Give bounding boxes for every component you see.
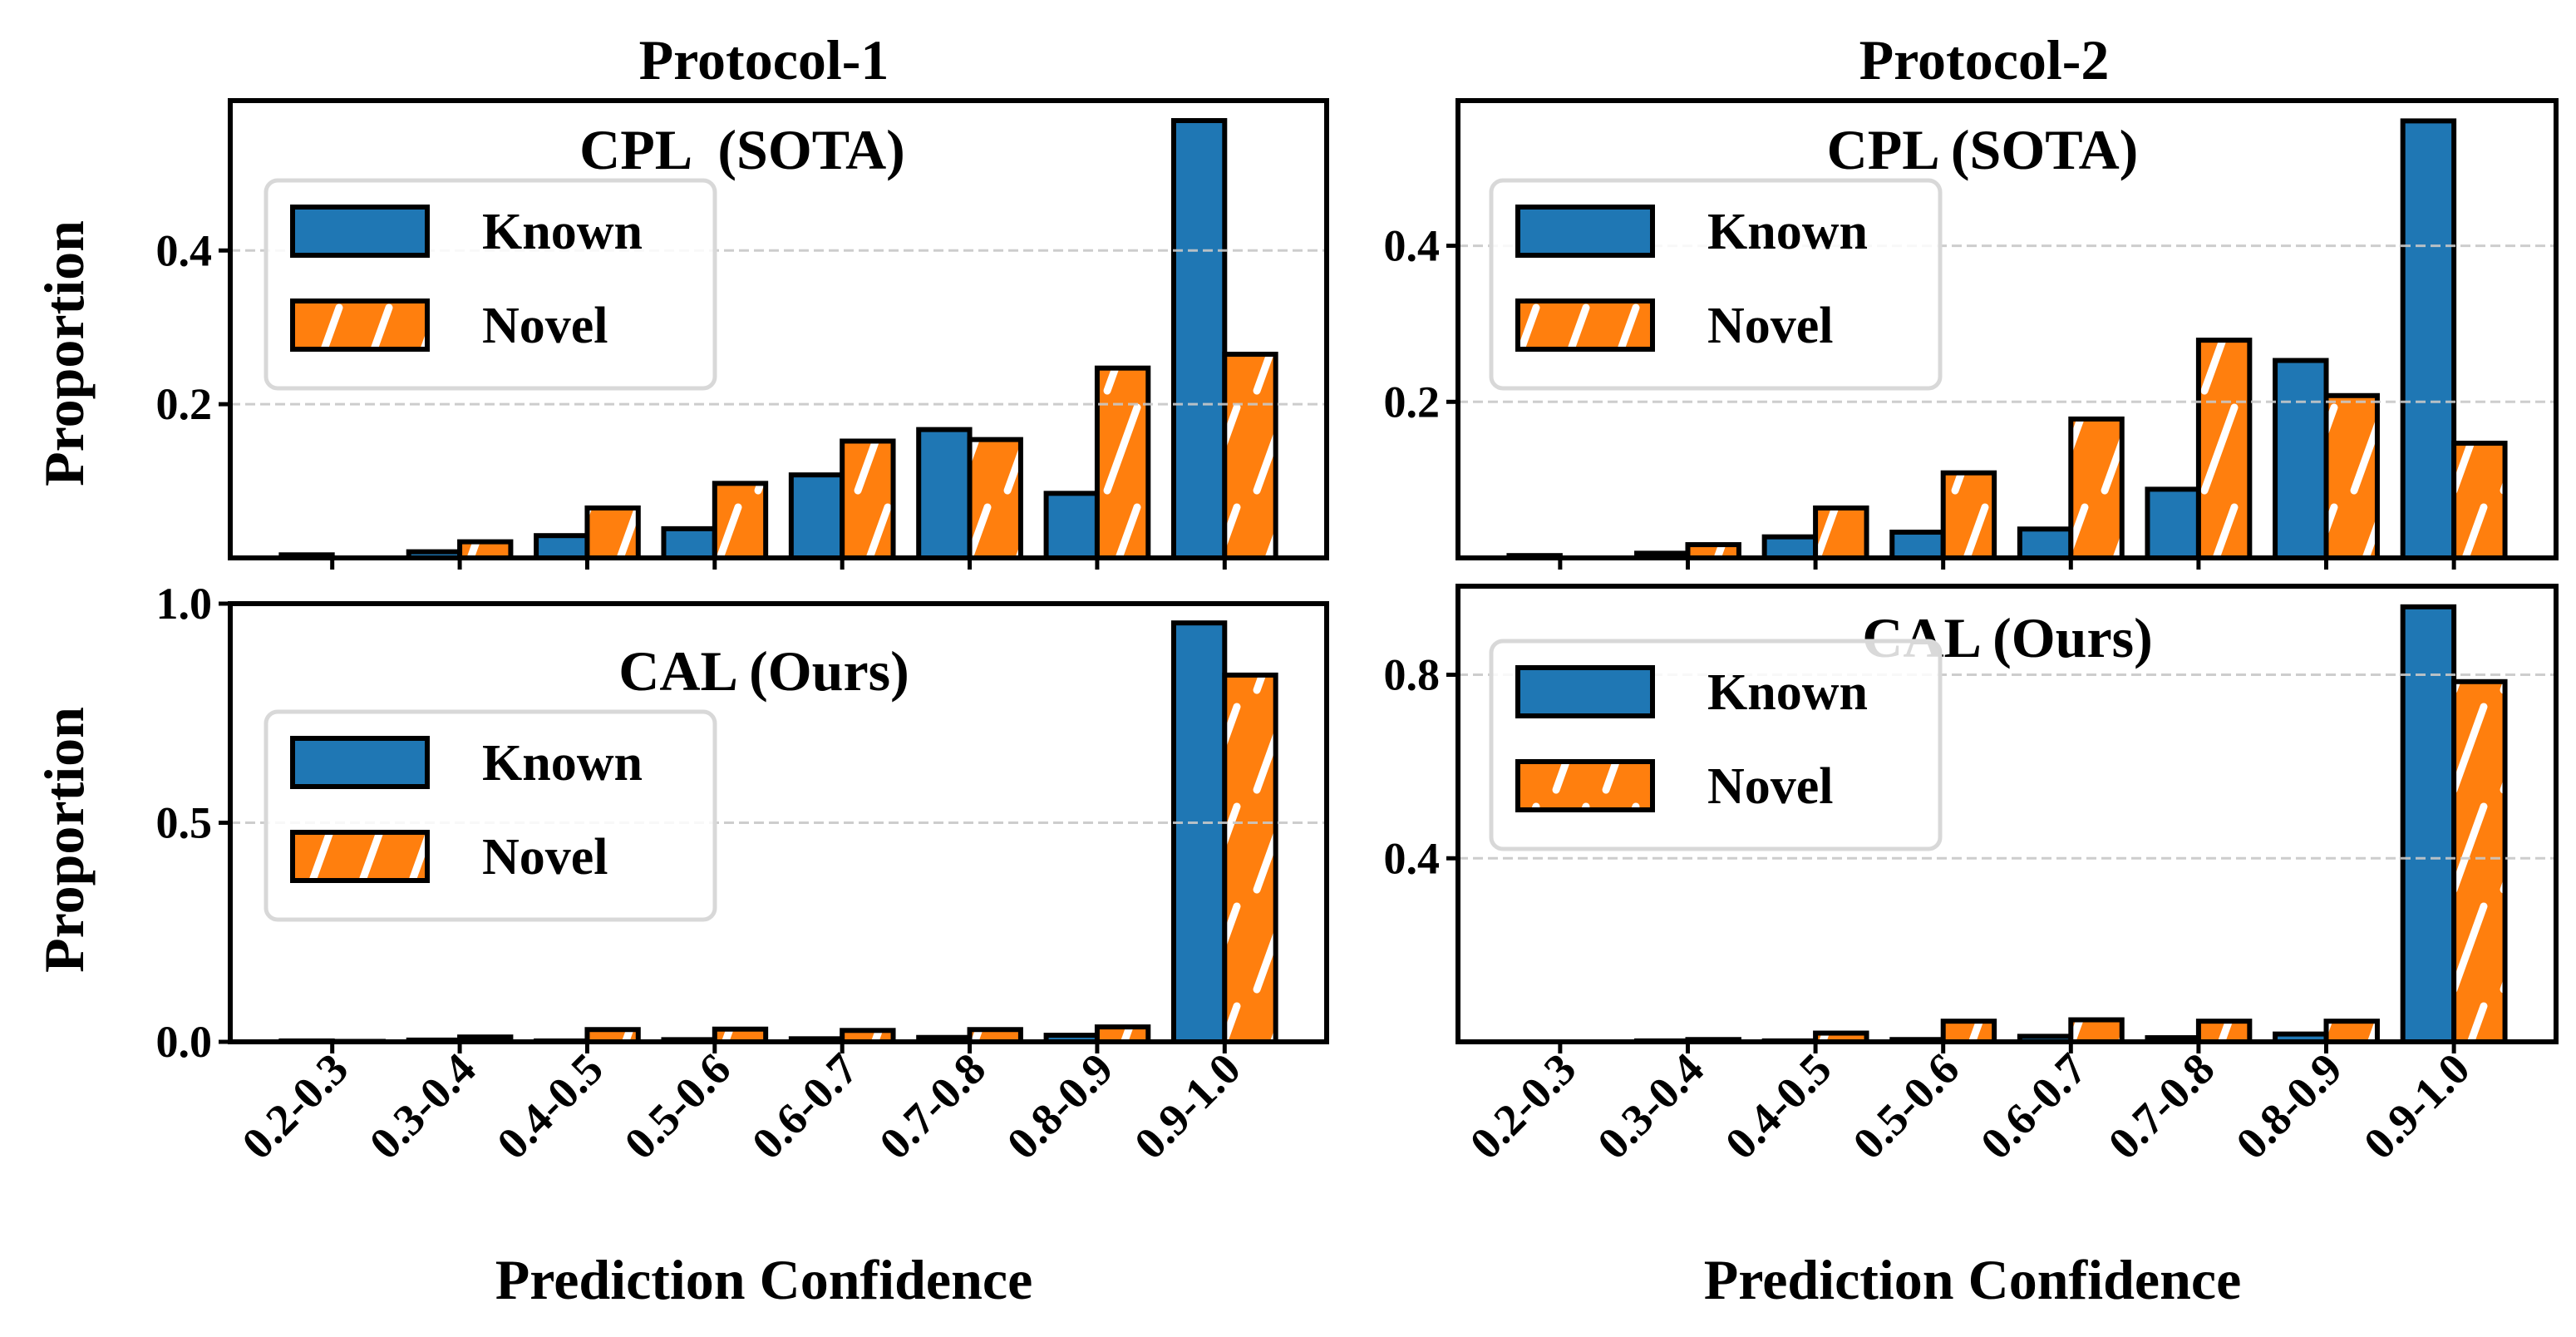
x-tick-label: 0.8-0.9 (2226, 1043, 2352, 1169)
bar-novel-0.8-0.9 (2323, 392, 2380, 561)
panel-title: CPL (SOTA) (1827, 118, 2139, 181)
x-tick-label: 0.6-0.7 (742, 1043, 868, 1169)
bar-known-0.9-1.0 (2400, 604, 2457, 1044)
x-tick-label: 0.2-0.3 (233, 1043, 358, 1169)
x-axis-label-left: Prediction Confidence (495, 1248, 1033, 1311)
legend-swatch-novel (290, 830, 430, 883)
legend-label-novel: Novel (482, 829, 608, 886)
bar-known-0.9-1.0 (2400, 118, 2457, 561)
y-tick-label: 0.2 (156, 379, 213, 429)
x-tick-label: 0.2-0.3 (1460, 1043, 1586, 1169)
bar-known-0.9-1.0 (1170, 620, 1228, 1044)
column-title-protocol-1: Protocol-1 (639, 28, 889, 91)
x-tick-label: 0.3-0.4 (1588, 1043, 1713, 1169)
y-tick-label: 0.8 (1384, 650, 1441, 700)
legend-swatch-known (290, 205, 430, 258)
y-tick-label: 0.0 (156, 1017, 213, 1067)
x-tick-label: 0.4-0.5 (487, 1043, 613, 1169)
x-axis-label-right: Prediction Confidence (1704, 1248, 2242, 1311)
bar-novel-0.9-1.0 (1222, 672, 1278, 1044)
bar-known-0.7-0.8 (916, 427, 973, 560)
bar-novel-0.7-0.8 (967, 437, 1023, 560)
y-tick-label: 0.4 (156, 225, 213, 275)
legend-swatch-known (290, 736, 430, 789)
panel-title: CAL (Ours) (618, 639, 909, 703)
y-axis-label-top: Proportion (32, 220, 96, 486)
panel-bottom-right: 0.4 0.8 0.2-0.3 0.3-0.4 0.4-0.5 0.5-0.6 0.6-0.… (1384, 584, 2559, 1169)
bar-novel-0.9-1.0 (2451, 441, 2508, 560)
bar-known-0.5-0.6 (661, 525, 717, 561)
bar-known-0.5-0.6 (1889, 530, 1946, 560)
panel-top-right: 0.2 0.4 CPL (SOTA) Known Novel (1384, 98, 2559, 570)
axes-frame (1455, 584, 2559, 1044)
x-tick-label: 0.7-0.8 (869, 1043, 995, 1169)
axes-frame (1455, 98, 2559, 560)
bar-novel-0.6-0.7 (2068, 1017, 2125, 1045)
legend: Known Novel (1489, 178, 1943, 391)
legend-label-known: Known (482, 735, 643, 792)
x-tick-label: 0.5-0.6 (1844, 1043, 1969, 1169)
bar-novel-0.8-0.9 (2323, 1019, 2380, 1044)
y-tick-label: 0.4 (1384, 221, 1441, 271)
bar-novel-0.4-0.5 (584, 505, 641, 560)
x-tick-label: 0.9-1.0 (2354, 1043, 2480, 1169)
x-tick-label: 0.3-0.4 (360, 1043, 485, 1169)
bar-novel-0.5-0.6 (1940, 1019, 1997, 1044)
legend-swatch-known (1515, 665, 1655, 718)
bar-known-0.8-0.9 (2273, 358, 2329, 560)
x-tick-label: 0.5-0.6 (615, 1043, 741, 1169)
y-axis-label-bottom: Proportion (32, 707, 96, 973)
legend-label-novel: Novel (1707, 298, 1834, 354)
x-tick-label: 0.6-0.7 (1971, 1043, 2096, 1169)
bar-novel-0.9-1.0 (1222, 352, 1278, 560)
panel-bottom-left: 0.0 0.5 1.0 0.2-0.3 0.3-0.4 0.4-0.5 0.5-0.6 0.6… (156, 579, 1329, 1169)
axes-frame (228, 601, 1329, 1044)
bar-known-0.9-1.0 (1170, 118, 1228, 560)
column-title-protocol-2: Protocol-2 (1859, 28, 2110, 91)
y-tick-label: 0.2 (1384, 377, 1441, 427)
bar-known-0.7-0.8 (2145, 486, 2201, 560)
x-tick-label: 0.8-0.9 (997, 1043, 1123, 1169)
legend-swatch-novel (1515, 759, 1655, 812)
legend: Known Novel (264, 178, 717, 391)
x-tick-label: 0.7-0.8 (2099, 1043, 2224, 1169)
bar-known-0.8-0.9 (1043, 491, 1100, 561)
panel-title: CPL (SOTA) (579, 118, 905, 181)
legend-label-known: Known (482, 204, 643, 260)
bar-novel-0.5-0.6 (712, 481, 769, 560)
x-tick-label: 0.4-0.5 (1716, 1043, 1841, 1169)
legend-label-novel: Novel (1707, 758, 1834, 815)
legend: Known Novel (264, 709, 717, 922)
bar-novel-0.7-0.8 (2195, 1019, 2253, 1044)
bar-novel-0.8-0.9 (1094, 365, 1151, 560)
legend-swatch-novel (290, 298, 430, 352)
legend-label-known: Known (1707, 664, 1868, 721)
y-tick-label: 0.4 (1384, 833, 1441, 883)
bar-novel-0.9-1.0 (2451, 678, 2508, 1045)
bar-novel-0.6-0.7 (840, 438, 896, 560)
y-tick-label: 1.0 (156, 579, 213, 629)
bar-novel-0.4-0.5 (1813, 505, 1869, 561)
bar-known-0.6-0.7 (788, 472, 845, 561)
bar-known-0.4-0.5 (534, 533, 590, 561)
legend-label-known: Known (1707, 204, 1868, 260)
legend-swatch-novel (1515, 298, 1655, 352)
panel-top-left: 0.2 0.4 CPL (SOTA) Known Novel (156, 98, 1329, 570)
axes-frame (228, 98, 1329, 560)
x-tick-label: 0.9-1.0 (1125, 1043, 1250, 1169)
bar-novel-0.7-0.8 (2195, 338, 2253, 560)
y-tick-label: 0.5 (156, 798, 213, 848)
bar-known-0.4-0.5 (1761, 534, 1819, 560)
bar-novel-0.6-0.7 (2068, 416, 2125, 560)
bar-known-0.6-0.7 (2017, 526, 2074, 560)
legend: Known Novel (1489, 639, 1943, 851)
bar-novel-0.5-0.6 (1940, 470, 1997, 560)
legend-label-novel: Novel (482, 298, 608, 354)
legend-swatch-known (1515, 205, 1655, 258)
